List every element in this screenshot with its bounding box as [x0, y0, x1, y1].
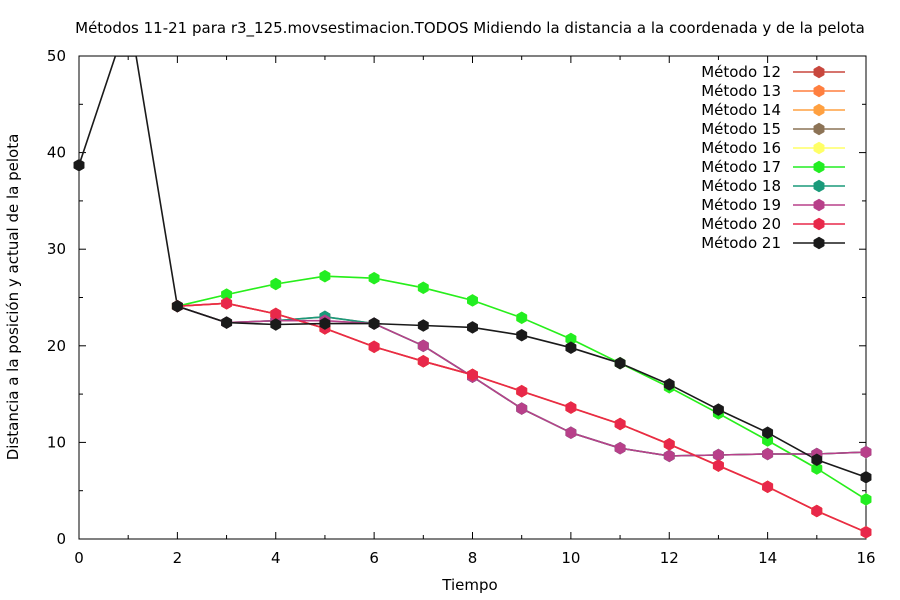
data-point — [417, 319, 429, 332]
x-tick-label: 8 — [468, 549, 478, 567]
x-tick-label: 6 — [369, 549, 379, 567]
y-tick-label: 50 — [47, 47, 66, 65]
data-point — [270, 318, 282, 331]
data-point — [270, 277, 282, 291]
data-point — [860, 445, 872, 459]
data-point — [712, 448, 724, 462]
legend-swatch-marker — [813, 217, 825, 231]
data-point — [221, 316, 233, 329]
y-tick-label: 40 — [47, 144, 66, 162]
axes: 0 2 4 6 8 10 12 14 16 0 10 20 30 40 50 — [47, 47, 876, 567]
data-point — [663, 378, 675, 391]
data-point — [417, 355, 429, 368]
data-point — [762, 434, 774, 447]
data-point — [762, 447, 774, 461]
series-line-10 — [79, 56, 866, 478]
data-point — [368, 340, 380, 354]
data-point — [417, 339, 429, 353]
x-axis-label: Tiempo — [441, 576, 497, 594]
data-point — [73, 158, 85, 172]
data-point — [614, 417, 626, 431]
y-tick-label: 20 — [47, 337, 66, 355]
legend-label: Método 20 — [701, 215, 781, 233]
marker-layer — [73, 158, 872, 539]
y-tick-label: 10 — [47, 433, 66, 451]
data-point — [762, 480, 774, 494]
legend-swatch-marker — [813, 179, 825, 193]
legend-label: Método 21 — [701, 234, 781, 252]
x-tick-label: 16 — [856, 549, 875, 567]
data-point — [467, 294, 478, 307]
legend-swatch-marker — [813, 84, 825, 98]
data-point — [516, 311, 528, 325]
x-tick-label: 0 — [74, 549, 84, 567]
data-point — [811, 504, 823, 518]
legend-label: Método 14 — [701, 101, 781, 119]
legend-label: Método 18 — [701, 177, 781, 195]
data-point — [860, 493, 872, 506]
x-tick-label: 2 — [173, 549, 183, 567]
legend-label: Método 19 — [701, 196, 781, 214]
legend-label: Método 13 — [701, 82, 781, 100]
y-axis-label: Distancia a la posición y actual de la p… — [4, 134, 22, 461]
data-point — [565, 401, 577, 414]
data-point — [319, 269, 331, 283]
data-point — [663, 449, 675, 463]
y-tick-label: 0 — [56, 530, 66, 548]
data-point — [712, 459, 724, 472]
legend-swatch-marker — [813, 141, 825, 155]
data-point — [811, 453, 823, 467]
data-point — [860, 525, 872, 539]
data-point — [614, 441, 626, 455]
legend-swatch-marker — [813, 65, 825, 79]
data-point — [319, 317, 331, 330]
data-point — [516, 328, 528, 342]
data-point — [565, 341, 577, 354]
data-point — [565, 426, 577, 439]
legend-swatch-marker — [813, 198, 825, 212]
data-point — [368, 317, 380, 330]
chart-title: Métodos 11-21 para r3_125.movsestimacion… — [75, 19, 865, 38]
data-point — [171, 299, 183, 313]
legend-swatch-marker — [813, 122, 825, 136]
legend-swatch-marker — [813, 236, 825, 250]
data-point — [516, 384, 528, 398]
legend-label: Método 17 — [701, 158, 781, 176]
data-point — [221, 297, 233, 310]
x-tick-label: 10 — [561, 549, 580, 567]
data-point — [417, 281, 429, 295]
legend-label: Método 16 — [701, 139, 781, 157]
data-point — [712, 403, 724, 416]
y-tick-label: 30 — [47, 240, 66, 258]
data-point — [860, 470, 872, 484]
x-tick-label: 12 — [660, 549, 679, 567]
data-point — [368, 271, 380, 285]
x-tick-label: 14 — [758, 549, 777, 567]
data-point — [516, 402, 528, 415]
data-point — [467, 321, 478, 334]
data-point — [614, 356, 626, 370]
legend-label: Método 15 — [701, 120, 781, 138]
data-point — [762, 426, 774, 439]
legend-label: Método 12 — [701, 63, 781, 81]
data-point — [663, 438, 675, 451]
legend-swatch-marker — [813, 160, 825, 174]
data-point — [467, 368, 478, 382]
legend-swatch-marker — [813, 103, 825, 117]
x-tick-label: 4 — [271, 549, 281, 567]
data-point — [811, 462, 823, 475]
